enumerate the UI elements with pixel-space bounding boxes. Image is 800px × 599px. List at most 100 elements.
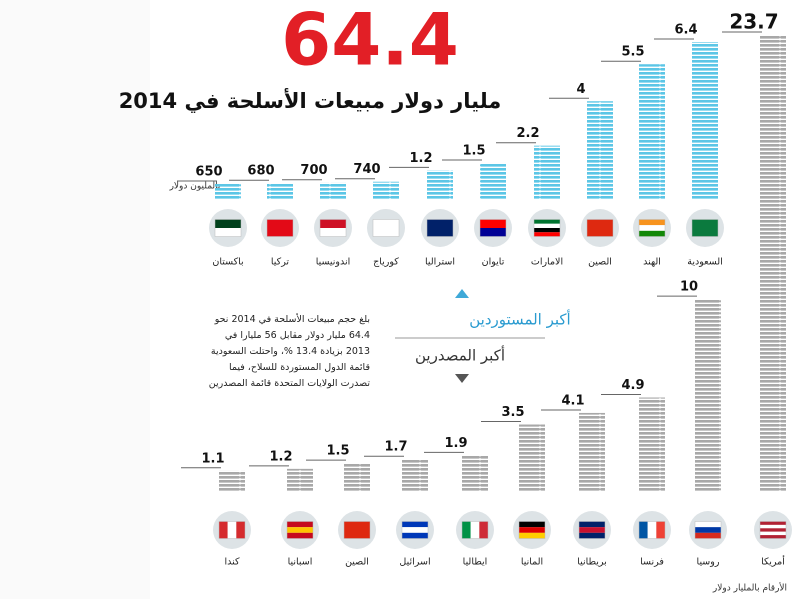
bar bbox=[760, 35, 786, 492]
flag-border bbox=[214, 219, 242, 237]
flag-part bbox=[760, 531, 786, 536]
flag-part bbox=[373, 219, 399, 237]
flag-part bbox=[695, 527, 721, 533]
flag-part bbox=[647, 521, 657, 539]
flag-part bbox=[519, 527, 545, 533]
value-label: 700 bbox=[300, 163, 327, 178]
unit-label: بالمليون دولار bbox=[169, 182, 221, 192]
category-label: تايوان bbox=[482, 257, 505, 268]
bar bbox=[695, 299, 721, 492]
flag-part bbox=[534, 228, 560, 233]
flag-part bbox=[287, 527, 313, 533]
value-label: 1.5 bbox=[326, 444, 349, 459]
flag-part bbox=[287, 532, 313, 539]
category-label: كندا bbox=[224, 557, 239, 568]
category-label: الصين bbox=[588, 257, 612, 268]
flag-part bbox=[320, 228, 346, 237]
flag-border bbox=[638, 219, 666, 237]
flag-border bbox=[461, 521, 489, 539]
flag-part bbox=[579, 532, 605, 539]
bar bbox=[373, 181, 399, 200]
category-label: الامارات bbox=[531, 257, 563, 268]
bar bbox=[639, 64, 665, 200]
bar bbox=[344, 463, 370, 492]
arrow-up bbox=[455, 289, 469, 298]
flag-part bbox=[287, 521, 313, 528]
flag-part bbox=[236, 521, 245, 539]
flag-part bbox=[656, 521, 665, 539]
category-label: روسيا bbox=[697, 557, 720, 568]
flag-border bbox=[533, 219, 561, 237]
flag-part bbox=[227, 521, 237, 539]
bar bbox=[427, 170, 453, 200]
value-label: 6.4 bbox=[674, 23, 697, 38]
flag-border bbox=[218, 521, 246, 539]
flag-part bbox=[427, 219, 453, 237]
flag-part bbox=[534, 232, 560, 237]
category-label: السعودية bbox=[687, 257, 722, 268]
flag-part bbox=[639, 230, 665, 237]
bar bbox=[219, 470, 245, 492]
note: الأرقام بالمليار دولار bbox=[712, 582, 787, 594]
value-label: 1.9 bbox=[444, 436, 467, 451]
value-label: 4.1 bbox=[561, 393, 584, 408]
bar bbox=[267, 183, 293, 200]
flag-part bbox=[462, 521, 471, 539]
flag-part bbox=[402, 532, 428, 539]
flag-part bbox=[639, 219, 665, 226]
bar bbox=[587, 101, 613, 200]
flag-part bbox=[402, 527, 428, 533]
flag-part bbox=[519, 532, 545, 539]
flag-part bbox=[215, 219, 241, 228]
flag-part bbox=[695, 532, 721, 539]
value-label: 740 bbox=[353, 162, 380, 177]
flag-border bbox=[691, 219, 719, 237]
category-label: باكستان bbox=[212, 257, 243, 268]
importers-title: أكبر المستوردين bbox=[469, 310, 570, 329]
category-label: الهند bbox=[643, 257, 661, 268]
flag-part bbox=[639, 225, 665, 231]
bar bbox=[480, 162, 506, 200]
flag-border bbox=[266, 219, 294, 237]
value-label: 2.2 bbox=[516, 126, 539, 141]
flag-border bbox=[479, 219, 507, 237]
flag-part bbox=[534, 223, 560, 228]
side-panel bbox=[0, 0, 150, 599]
flag-part bbox=[480, 219, 506, 228]
value-label: 23.7 bbox=[729, 10, 778, 34]
flag-part bbox=[760, 535, 786, 539]
flag-part bbox=[267, 219, 293, 237]
flag-border bbox=[638, 521, 666, 539]
arrow-down bbox=[455, 374, 469, 383]
flag-part bbox=[402, 521, 428, 528]
flag-border bbox=[578, 521, 606, 539]
bar bbox=[462, 455, 488, 492]
category-label: تركيا bbox=[271, 257, 290, 268]
bar bbox=[215, 183, 241, 200]
category-label: استراليا bbox=[425, 257, 455, 268]
flag-border bbox=[319, 219, 347, 237]
exporters-title: أكبر المصدرين bbox=[415, 346, 505, 365]
flag-part bbox=[639, 521, 648, 539]
flag-border bbox=[426, 219, 454, 237]
flag-part bbox=[215, 228, 241, 237]
value-label: 1.2 bbox=[269, 449, 292, 464]
value-label: 3.5 bbox=[501, 405, 524, 420]
bar bbox=[639, 397, 665, 492]
category-label: ايطاليا bbox=[463, 557, 488, 568]
flag-border bbox=[518, 521, 546, 539]
value-label: 680 bbox=[247, 164, 274, 179]
bar bbox=[287, 468, 313, 492]
value-label: 4 bbox=[576, 82, 585, 97]
flag-part bbox=[692, 219, 718, 237]
category-label: المانيا bbox=[521, 557, 543, 568]
bar bbox=[692, 42, 718, 200]
category-label: كورياج bbox=[373, 257, 399, 268]
value-label: 1.2 bbox=[409, 151, 432, 166]
flag-part bbox=[760, 524, 786, 529]
flag-part bbox=[470, 521, 480, 539]
flag-part bbox=[534, 219, 560, 224]
flag-border bbox=[343, 521, 371, 539]
